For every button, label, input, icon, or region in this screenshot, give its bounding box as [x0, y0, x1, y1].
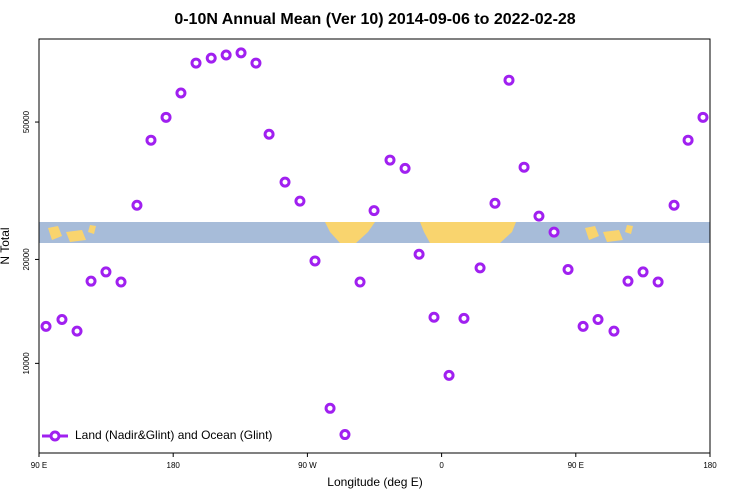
legend-marker	[49, 430, 61, 442]
point	[682, 134, 694, 146]
point	[115, 276, 127, 288]
point	[309, 255, 321, 267]
point	[220, 49, 232, 61]
map-strip	[39, 222, 710, 243]
legend-label: Land (Nadir&Glint) and Ocean (Glint)	[75, 428, 272, 442]
point	[592, 313, 604, 325]
x-tick-label: 90 E	[568, 461, 584, 470]
point	[100, 266, 112, 278]
point	[368, 205, 380, 217]
point	[413, 248, 425, 260]
point	[250, 57, 262, 69]
x-tick-label: 180	[167, 461, 181, 470]
point	[160, 111, 172, 123]
point	[697, 111, 709, 123]
point	[384, 154, 396, 166]
y-tick-label: 20000	[22, 248, 31, 271]
point	[533, 210, 545, 222]
point	[263, 128, 275, 140]
chart-title: 0-10N Annual Mean (Ver 10) 2014-09-06 to…	[174, 11, 575, 28]
point	[339, 429, 351, 441]
point	[85, 275, 97, 287]
point	[518, 161, 530, 173]
y-axis-label: N Total	[0, 227, 12, 264]
point	[443, 369, 455, 381]
point	[71, 325, 83, 337]
x-tick-label: 0	[439, 461, 444, 470]
point	[474, 262, 486, 274]
x-tick-label: 180	[703, 461, 717, 470]
point	[205, 52, 217, 64]
x-axis-label: Longitude (deg E)	[327, 475, 422, 489]
point	[56, 313, 68, 325]
point	[324, 402, 336, 414]
point	[399, 162, 411, 174]
point	[548, 226, 560, 238]
y-tick-label: 10000	[22, 352, 31, 375]
point	[428, 311, 440, 323]
x-tick-label: 90 E	[31, 461, 47, 470]
point	[279, 176, 291, 188]
point	[40, 320, 52, 332]
point	[489, 197, 501, 209]
point	[608, 325, 620, 337]
point	[458, 312, 470, 324]
point	[652, 276, 664, 288]
point	[562, 264, 574, 276]
point	[503, 74, 515, 86]
y-tick-label: 50000	[22, 110, 31, 133]
point	[175, 87, 187, 99]
plot-frame	[38, 38, 711, 454]
point	[622, 275, 634, 287]
point	[668, 199, 680, 211]
x-tick-label: 90 W	[298, 461, 317, 470]
point	[294, 195, 306, 207]
point	[235, 47, 247, 59]
point	[145, 134, 157, 146]
point	[190, 57, 202, 69]
point	[577, 320, 589, 332]
point	[131, 199, 143, 211]
point	[637, 266, 649, 278]
point	[354, 276, 366, 288]
